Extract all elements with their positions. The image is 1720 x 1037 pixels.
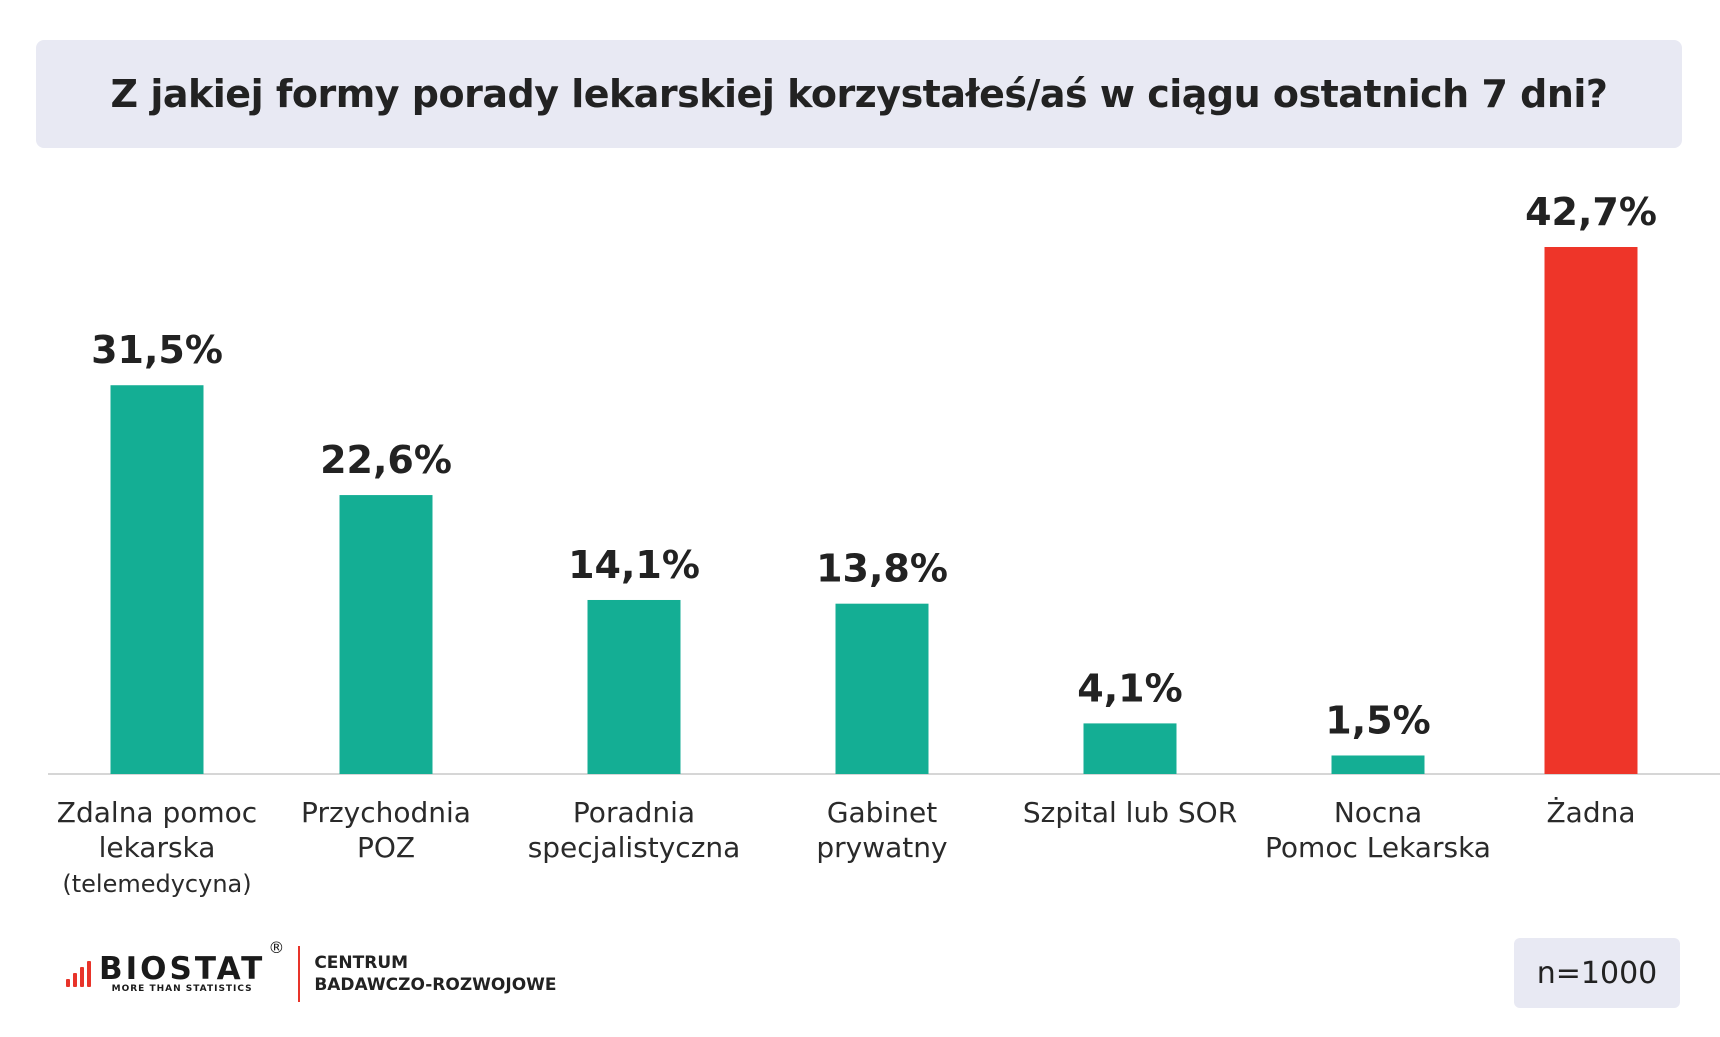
category-label-4-line-1: Gabinet xyxy=(827,796,937,829)
category-label-1-line-1: Zdalna pomoc xyxy=(57,796,257,829)
bar-signal-icon xyxy=(66,961,91,987)
category-label-2-line-2: POZ xyxy=(357,831,415,864)
category-label-3-line-2: specjalistyczna xyxy=(528,831,741,864)
bar-value-label-7: 42,7% xyxy=(1525,190,1657,234)
bar-1 xyxy=(110,385,204,774)
logo-divider xyxy=(298,946,301,1002)
logo-wordmark: BIOSTAT MORE THAN STATISTICS xyxy=(99,951,266,995)
logo-center-line2: BADAWCZO-ROZWOJOWE xyxy=(314,975,557,995)
sample-size: n=1000 xyxy=(1536,955,1658,991)
bar-5 xyxy=(1083,723,1177,774)
bar-7 xyxy=(1544,247,1638,774)
category-label-3-line-1: Poradnia xyxy=(573,796,695,829)
category-label-6-line-1: Nocna xyxy=(1334,796,1422,829)
logo-tagline: MORE THAN STATISTICS xyxy=(111,984,253,994)
bar-4 xyxy=(835,603,929,774)
bar-value-label-1: 31,5% xyxy=(91,328,223,372)
bar-6 xyxy=(1331,755,1425,774)
category-label-1-line-3: (telemedycyna) xyxy=(62,870,251,898)
chart-title: Z jakiej formy porady lekarskiej korzyst… xyxy=(110,72,1608,116)
registered-mark: ® xyxy=(268,938,285,957)
bar-value-label-3: 14,1% xyxy=(568,543,700,587)
biostat-logo: BIOSTAT MORE THAN STATISTICS ® CENTRUM B… xyxy=(66,938,557,1004)
bar-3 xyxy=(587,599,681,774)
category-label-4-line-2: prywatny xyxy=(816,831,947,864)
category-label-6-line-2: Pomoc Lekarska xyxy=(1265,831,1491,864)
category-label-7-line-1: Żadna xyxy=(1546,796,1635,829)
bar-value-label-6: 1,5% xyxy=(1325,698,1430,742)
bar-value-label-5: 4,1% xyxy=(1077,666,1182,710)
category-label-1-line-2: lekarska xyxy=(99,831,216,864)
bar-value-label-2: 22,6% xyxy=(320,438,452,482)
bar-value-label-4: 13,8% xyxy=(816,547,948,591)
title-banner: Z jakiej formy porady lekarskiej korzyst… xyxy=(36,40,1682,148)
logo-center-line1: CENTRUM xyxy=(314,953,409,973)
category-label-2-line-1: Przychodnia xyxy=(301,796,471,829)
logo-center-text: CENTRUM BADAWCZO-ROZWOJOWE xyxy=(314,952,556,996)
bar-2 xyxy=(339,495,433,774)
category-label-5-line-1: Szpital lub SOR xyxy=(1023,796,1237,829)
sample-size-badge: n=1000 xyxy=(1514,938,1680,1008)
logo-word: BIOSTAT xyxy=(99,951,266,987)
